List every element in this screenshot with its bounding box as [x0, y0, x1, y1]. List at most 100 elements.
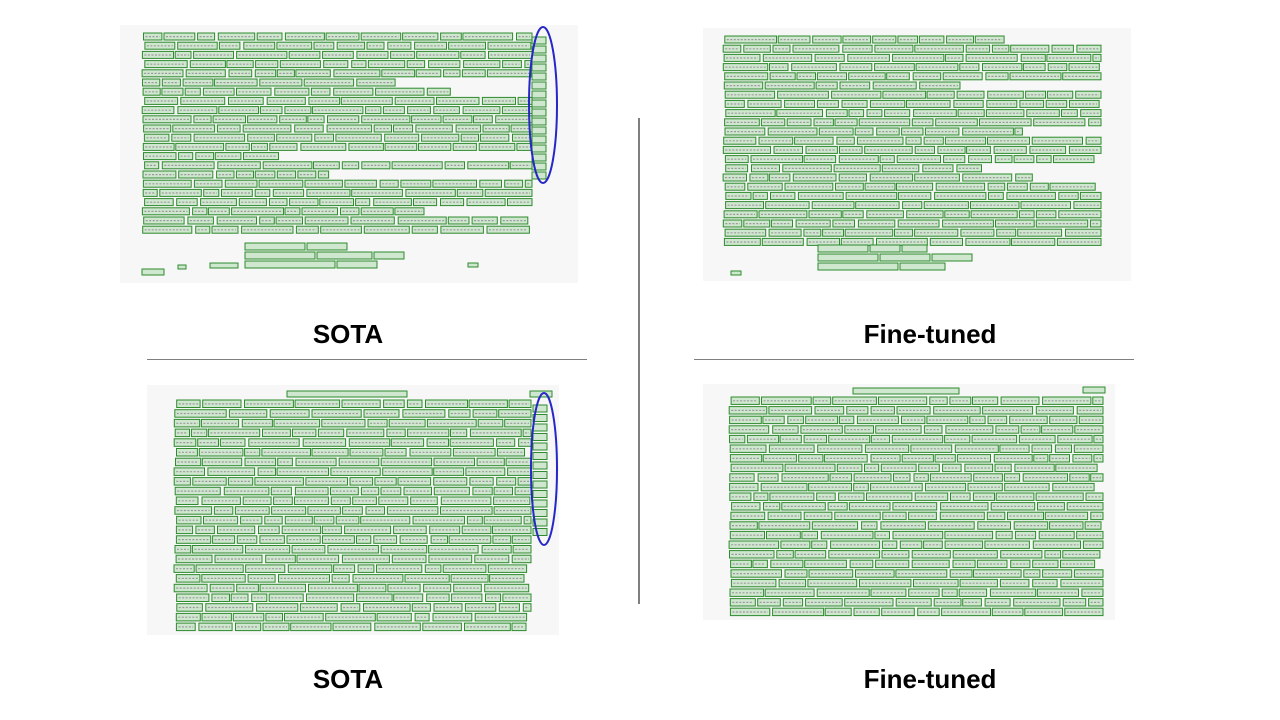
word-box	[769, 492, 815, 501]
word-box	[276, 467, 330, 476]
word-box	[776, 109, 824, 118]
word-box	[380, 545, 428, 554]
word-box	[269, 409, 310, 418]
word-box	[1024, 607, 1064, 617]
word-box	[492, 535, 512, 544]
word-box	[1015, 173, 1033, 182]
word-box	[190, 428, 208, 438]
word-box	[193, 115, 212, 124]
word-box	[1054, 444, 1072, 453]
word-box	[391, 161, 443, 170]
word-box	[531, 45, 547, 54]
word-box	[1068, 63, 1100, 72]
word-box	[792, 44, 840, 53]
word-box	[217, 525, 256, 535]
word-box	[797, 191, 844, 200]
word-box	[141, 50, 174, 59]
word-box	[421, 133, 460, 142]
word-box	[1022, 473, 1069, 482]
word-box	[531, 99, 547, 108]
word-box	[412, 515, 465, 525]
word-box	[174, 506, 213, 515]
word-box	[182, 78, 214, 87]
word-box	[232, 612, 265, 622]
word-box	[244, 448, 261, 457]
word-box	[942, 219, 994, 228]
word-box	[729, 598, 756, 607]
word-box	[224, 179, 258, 188]
word-box	[493, 496, 531, 505]
word-box	[531, 81, 547, 90]
word-box	[176, 515, 202, 525]
word-box	[201, 612, 232, 622]
word-box	[870, 406, 895, 415]
word-box	[816, 72, 848, 81]
finetuned-detection-boxes-top	[722, 35, 1102, 276]
word-box	[341, 399, 381, 408]
word-box	[384, 142, 418, 151]
word-box	[808, 569, 854, 578]
word-box	[1089, 219, 1102, 228]
word-box	[999, 444, 1030, 453]
finetuned-label-bottom: Fine-tuned	[863, 664, 997, 694]
word-box	[163, 32, 196, 41]
word-box	[757, 598, 781, 607]
word-box	[174, 486, 221, 496]
word-box	[1003, 473, 1021, 482]
word-box	[373, 198, 412, 207]
word-box-group	[728, 396, 1104, 617]
word-box	[360, 486, 380, 496]
word-box	[1019, 99, 1045, 108]
word-box	[953, 99, 984, 108]
word-box	[349, 477, 374, 486]
word-box	[504, 179, 524, 188]
sota-detection-boxes-top	[141, 26, 558, 276]
word-box	[269, 198, 288, 207]
word-box	[461, 69, 486, 78]
word-box	[784, 99, 815, 108]
word-box	[433, 467, 465, 476]
word-box	[1046, 53, 1092, 62]
word-box	[259, 535, 285, 544]
word-box	[1023, 569, 1041, 578]
word-box	[941, 588, 958, 597]
word-box	[326, 124, 373, 133]
word-box	[209, 583, 235, 593]
word-box	[216, 170, 235, 179]
word-box	[722, 63, 769, 72]
word-box	[432, 612, 473, 622]
word-box	[893, 473, 911, 482]
word-box	[176, 399, 201, 408]
word-box	[143, 133, 170, 142]
word-box	[429, 525, 461, 535]
word-box	[758, 521, 811, 530]
word-box	[306, 188, 351, 197]
word-box	[321, 418, 366, 428]
word-box	[927, 521, 975, 530]
word-box	[995, 530, 1013, 540]
word-box	[532, 518, 548, 527]
word-box	[962, 127, 1014, 136]
word-box	[959, 578, 998, 588]
word-box	[855, 201, 900, 210]
word-box	[892, 53, 945, 62]
word-box	[207, 428, 261, 438]
word-box	[801, 530, 819, 540]
word-box	[794, 550, 827, 559]
word-box	[292, 428, 317, 438]
word-box	[848, 72, 886, 81]
word-box	[244, 251, 316, 260]
word-box	[356, 78, 396, 87]
word-box	[1041, 425, 1074, 434]
word-box	[258, 179, 304, 188]
word-box	[276, 69, 295, 78]
word-box	[532, 433, 548, 441]
word-box	[376, 564, 423, 573]
word-box	[532, 509, 548, 517]
word-box	[532, 528, 548, 536]
word-box	[965, 44, 991, 53]
word-box	[730, 578, 777, 588]
word-box	[892, 502, 938, 511]
word-box	[1062, 550, 1101, 559]
